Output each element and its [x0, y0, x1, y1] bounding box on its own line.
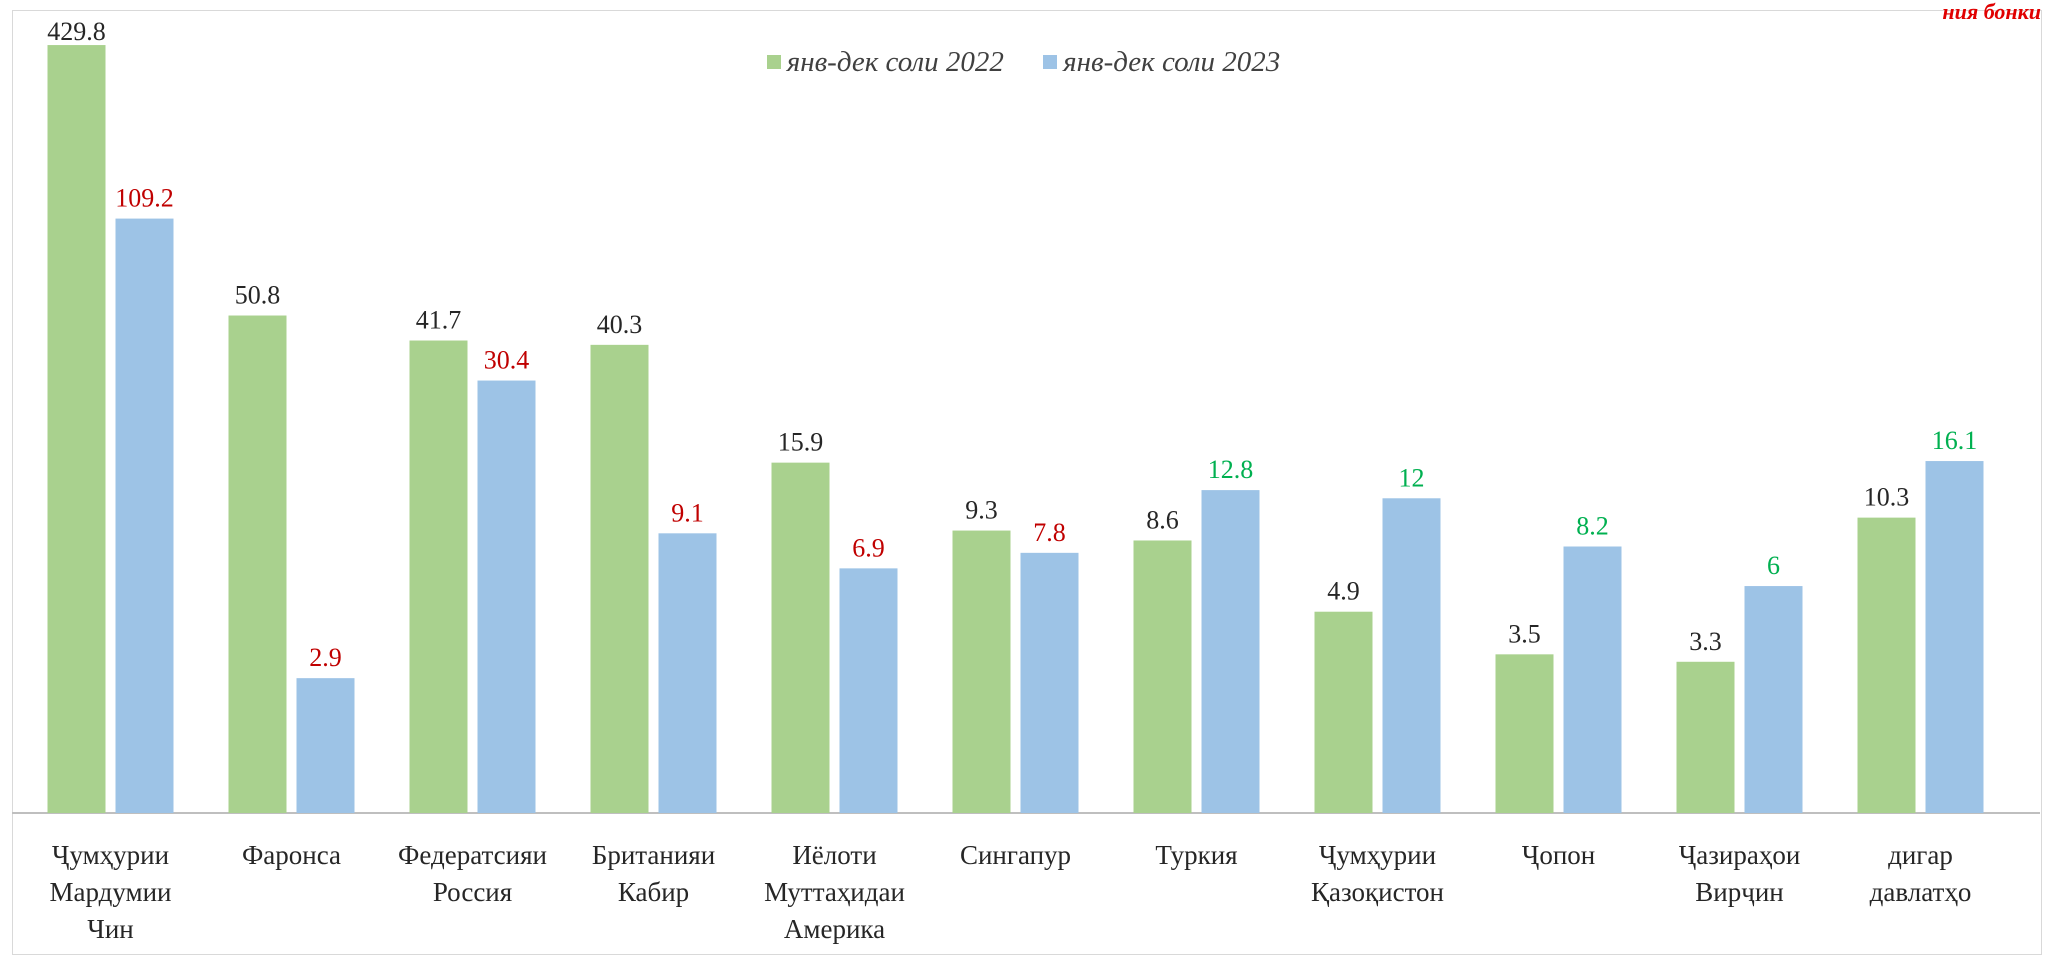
data-label-2022-0: 429.8 — [47, 17, 106, 46]
data-label-2023-7: 12 — [1399, 463, 1425, 492]
category-label-line: Фаронса — [242, 840, 341, 870]
bar-2022-5 — [953, 531, 1011, 813]
category-label-6: Туркия — [1155, 840, 1237, 870]
bar-2022-8 — [1496, 654, 1554, 813]
data-label-2023-10: 16.1 — [1932, 426, 1978, 455]
data-label-2022-4: 15.9 — [778, 428, 824, 457]
bar-2023-6 — [1202, 490, 1260, 813]
bar-2022-0 — [48, 45, 106, 813]
category-label-line: Америка — [784, 914, 885, 944]
bar-2022-10 — [1858, 518, 1916, 813]
bar-2023-10 — [1926, 461, 1984, 813]
bar-2023-0 — [116, 219, 174, 813]
bar-2022-2 — [410, 341, 468, 813]
category-label-line: Муттаҳидаи — [764, 877, 905, 907]
bar-2023-9 — [1745, 586, 1803, 813]
data-label-2023-9: 6 — [1767, 551, 1780, 580]
bar-2023-5 — [1021, 553, 1079, 813]
category-label-line: Қазоқистон — [1311, 877, 1444, 907]
category-label-5: Сингапур — [960, 840, 1071, 870]
bar-2022-7 — [1315, 612, 1373, 813]
bar-2023-3 — [659, 533, 717, 813]
category-label-line: Федератсияи — [398, 840, 547, 870]
data-label-2022-2: 41.7 — [416, 306, 462, 335]
data-label-2022-5: 9.3 — [965, 496, 998, 525]
category-label-line: давлатҳо — [1870, 877, 1972, 907]
category-label-line: Сингапур — [960, 840, 1071, 870]
category-label-line: Чин — [87, 914, 133, 944]
data-label-2022-1: 50.8 — [235, 281, 281, 310]
bar-2022-1 — [229, 316, 287, 813]
category-label-3: Британияи Кабир — [592, 840, 715, 907]
category-label-2: Федератсияи Россия — [398, 840, 547, 907]
data-label-2023-0: 109.2 — [115, 184, 174, 213]
category-label-1: Фаронса — [242, 840, 341, 870]
data-label-2022-3: 40.3 — [597, 310, 643, 339]
category-label-line: Вирҷин — [1695, 877, 1783, 907]
category-label-10: дигар давлатҳо — [1870, 840, 1972, 907]
data-label-2023-5: 7.8 — [1033, 518, 1066, 547]
data-label-2023-4: 6.9 — [852, 533, 885, 562]
category-label-8: Ҷопон — [1522, 840, 1595, 870]
category-label-line: Кабир — [618, 877, 689, 907]
data-label-2022-9: 3.3 — [1689, 627, 1722, 656]
bar-2023-8 — [1564, 547, 1622, 813]
data-label-2023-6: 12.8 — [1208, 455, 1254, 484]
category-label-line: Мардумии — [49, 877, 171, 907]
category-label-line: Иёлоти — [792, 840, 876, 870]
data-label-2022-10: 10.3 — [1864, 483, 1910, 512]
bar-2023-4 — [840, 568, 898, 813]
category-label-4: Иёлоти Муттаҳидаи Америка — [764, 840, 905, 944]
data-label-2023-2: 30.4 — [484, 346, 530, 375]
bar-2022-4 — [772, 463, 830, 813]
data-label-2022-8: 3.5 — [1508, 619, 1541, 648]
category-label-line: дигар — [1888, 840, 1953, 870]
category-label-line: Туркия — [1155, 840, 1237, 870]
bar-2023-1 — [297, 678, 355, 813]
bar-2023-7 — [1383, 498, 1441, 813]
bar-2022-3 — [591, 345, 649, 813]
data-label-2023-8: 8.2 — [1576, 512, 1609, 541]
category-label-line: Ҷопон — [1522, 840, 1595, 870]
bar-2023-2 — [478, 381, 536, 813]
data-label-2023-1: 2.9 — [309, 643, 342, 672]
bar-2022-6 — [1134, 540, 1192, 813]
data-label-2023-3: 9.1 — [671, 498, 704, 527]
bar-2022-9 — [1677, 662, 1735, 813]
data-label-2022-6: 8.6 — [1146, 505, 1179, 534]
category-label-line: Британияи — [592, 840, 715, 870]
category-label-9: Ҷазираҳои Вирҷин — [1679, 840, 1801, 907]
category-label-0: Ҷумҳурии Мардумии Чин — [49, 840, 171, 944]
category-label-line: Ҷазираҳои — [1679, 840, 1801, 870]
category-label-line: Ҷумҳурии — [1319, 840, 1436, 870]
data-label-2022-7: 4.9 — [1327, 577, 1360, 606]
category-label-line: Ҷумҳурии — [52, 840, 169, 870]
category-label-line: Россия — [433, 877, 512, 907]
category-label-7: Ҷумҳурии Қазоқистон — [1311, 840, 1444, 907]
